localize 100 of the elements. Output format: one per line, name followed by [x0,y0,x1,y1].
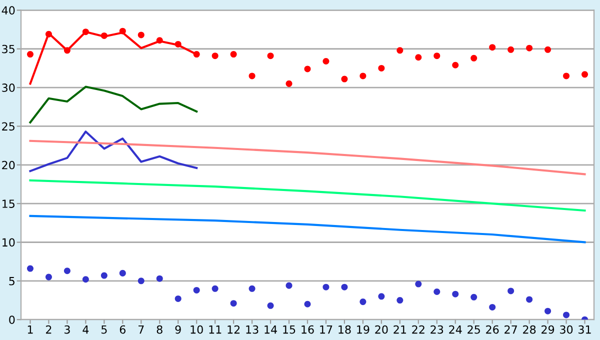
point [119,28,126,34]
point [304,300,311,308]
point [563,72,570,80]
x-tick-label: 19 [357,325,370,334]
x-tick-label: 27 [504,325,517,334]
line-series [29,130,198,172]
y-tick-label: 10 [2,238,15,247]
y-tick-label: 5 [9,277,14,286]
y-tick-label: 30 [2,84,15,92]
y-tick-label: 35 [2,44,14,54]
point [396,297,404,304]
x-tick-label: 9 [175,325,181,334]
point [360,298,366,306]
x-tick-label: 22 [412,325,424,334]
point [434,52,440,60]
line-series [29,214,586,244]
point [230,300,237,307]
point [396,47,404,54]
point [526,296,533,303]
point [452,290,459,298]
x-tick-label: 17 [320,326,332,334]
point [174,40,182,48]
point [304,66,311,72]
x-tick-label: 28 [523,325,536,334]
x-tick-label: 11 [209,326,222,334]
point [26,51,34,58]
x-tick-label: 23 [430,325,444,334]
point [378,64,385,72]
x-tick-label: 4 [82,326,89,334]
x-tick-label: 26 [486,325,499,334]
point [508,46,514,53]
point [230,51,237,58]
point [286,282,292,289]
x-tick-label: 8 [156,325,162,334]
x-tick-label: 6 [120,325,126,334]
x-tick-label: 29 [542,325,554,334]
line-series [29,179,586,212]
point [470,54,478,62]
x-tick-label: 21 [394,325,406,334]
x-tick-label: 5 [102,326,107,334]
point [582,71,588,78]
point [26,265,34,272]
x-tick-label: 7 [138,326,144,334]
point [64,268,70,274]
x-tick-label: 16 [302,325,314,334]
point [378,293,385,300]
point [489,44,496,51]
point [82,28,89,36]
point [322,284,330,290]
x-tick-label: 12 [228,325,240,334]
point [119,270,126,276]
point [544,308,552,314]
point [82,276,89,283]
x-tick-label: 20 [375,325,388,334]
point [174,295,182,302]
point [415,54,422,61]
point [452,62,459,68]
point [322,58,330,65]
point [100,32,108,39]
x-tick-label: 3 [64,325,70,334]
point [267,52,274,60]
y-tick-label: 0 [9,316,15,324]
point [45,30,52,38]
point [470,294,478,300]
y-tick-label: 40 [2,6,15,15]
x-tick-label: 24 [449,325,462,334]
point [193,286,200,294]
y-tick-label: 20 [2,160,15,170]
point [341,76,348,82]
point [100,272,108,279]
point [544,46,552,53]
point [138,278,144,284]
y-tick-label: 25 [2,122,14,131]
point [212,285,218,292]
point [45,274,52,280]
point [489,304,496,310]
x-tick-label: 14 [264,326,277,334]
point [341,284,348,290]
point [248,285,256,292]
point [193,51,200,58]
point [526,44,533,52]
x-tick-label: 1 [28,326,33,334]
x-tick-label: 10 [190,325,203,334]
x-tick-label: 2 [46,325,52,334]
x-tick-label: 31 [578,325,591,334]
point [248,72,256,80]
point [267,302,274,309]
point [138,32,144,38]
x-tick-label: 13 [246,325,258,334]
x-tick-label: 18 [338,325,351,334]
point [508,288,514,294]
line-series [29,86,198,124]
point [563,312,570,318]
x-tick-label: 25 [468,325,480,334]
point [156,37,163,44]
point [212,52,218,60]
point [434,288,440,296]
y-tick-label: 15 [2,200,14,208]
point [286,80,292,87]
point [64,47,70,54]
